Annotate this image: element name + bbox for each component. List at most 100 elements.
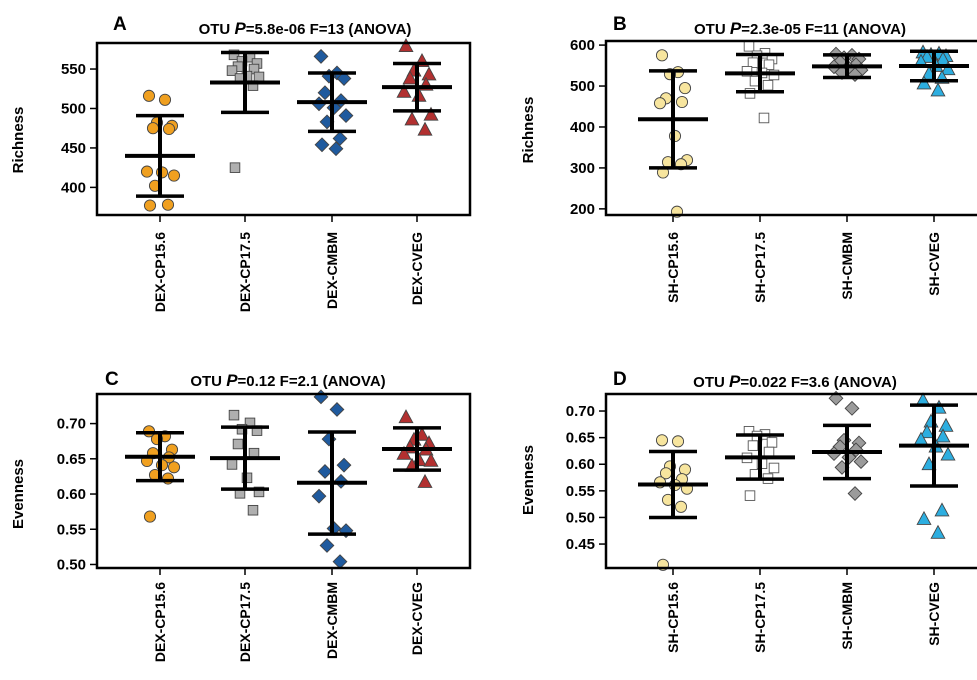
- data-point: [332, 554, 348, 570]
- data-point: [143, 199, 157, 212]
- panel-d-mean-sd-bar-2: [812, 423, 882, 481]
- panel-c-mean-sd-bar-2: [297, 430, 367, 536]
- panel-c-y-tick-label: 0.50: [57, 556, 86, 573]
- data-point: [417, 473, 433, 488]
- data-point: [140, 165, 154, 178]
- panel-d-mean-sd-bar-1: [725, 433, 795, 481]
- data-point: [332, 131, 348, 146]
- data-point: [747, 440, 759, 451]
- data-point: [655, 49, 669, 62]
- panel-c-category-label: DEX-CVEG: [409, 582, 425, 655]
- panel-c-y-tick-label: 0.60: [57, 486, 86, 503]
- data-point: [253, 71, 265, 83]
- data-point: [930, 82, 946, 97]
- panel-b-category-label: SH-CP15.6: [665, 232, 681, 303]
- data-point: [758, 112, 770, 124]
- panel-b-y-tick-label: 500: [570, 78, 595, 95]
- data-point: [161, 472, 175, 485]
- panel-a-y-tick-label: 400: [61, 179, 86, 196]
- panel-d-letter: D: [613, 369, 627, 390]
- panel-a-y-tick-label: 550: [61, 61, 86, 78]
- data-point: [161, 198, 175, 211]
- panel-d-mean-sd-bar-3: [899, 403, 969, 488]
- data-point: [232, 438, 244, 450]
- panel-c: C OTU P=0.12 F=2.1 (ANOVA) Evenness 0.50…: [10, 369, 472, 662]
- data-point: [229, 162, 241, 173]
- data-point: [423, 452, 439, 467]
- panel-d-category-label: SH-CP17.5: [752, 582, 768, 653]
- data-point: [328, 141, 344, 157]
- panel-a-mean-sd-bar-2: [297, 71, 367, 134]
- panel-c-y-tick-label: 0.55: [57, 521, 86, 538]
- data-point: [916, 510, 932, 525]
- panel-b-plot-area: [638, 41, 969, 218]
- data-point: [762, 79, 774, 91]
- data-point: [828, 390, 844, 406]
- data-point: [336, 457, 352, 473]
- panel-d-mean-sd-bar-0: [638, 449, 708, 520]
- panel-c-mean-sd-bar-3: [382, 426, 452, 472]
- panel-a-category-label: DEX-CP15.6: [152, 232, 168, 312]
- panel-b-y-tick-label: 300: [570, 160, 595, 177]
- data-point: [744, 490, 756, 501]
- data-point: [317, 85, 333, 101]
- data-point: [336, 71, 352, 86]
- panel-a-letter: A: [113, 14, 127, 35]
- data-point: [938, 417, 954, 432]
- panel-b-category-label: SH-CVEG: [926, 232, 942, 296]
- panel-b-y-tick-label: 200: [570, 201, 595, 218]
- data-point: [317, 464, 333, 479]
- panel-c-category-label: DEX-CP15.6: [152, 582, 168, 662]
- panel-b-category-label: SH-CP17.5: [752, 232, 768, 303]
- panel-d-category-label: SH-CP15.6: [665, 582, 681, 653]
- data-point: [253, 486, 265, 498]
- panel-a-plot-area: [125, 38, 452, 212]
- panel-a-category-label: DEX-CP17.5: [237, 232, 253, 312]
- panel-b-y-tick-label: 400: [570, 119, 595, 136]
- panel-b-y-axis-title: Richness: [520, 97, 537, 164]
- data-point: [916, 75, 932, 90]
- panel-c-category-label: DEX-CMBM: [324, 582, 340, 659]
- data-point: [228, 409, 240, 421]
- data-point: [338, 108, 354, 124]
- panel-b-title: OTU P=2.3e-05 F=11 (ANOVA): [694, 19, 906, 38]
- data-point: [940, 61, 956, 76]
- data-point: [143, 510, 157, 523]
- data-point: [655, 434, 669, 447]
- panel-d-y-tick-label: 0.55: [566, 483, 595, 500]
- data-point: [919, 424, 935, 439]
- data-point: [158, 93, 172, 106]
- data-point: [396, 445, 412, 460]
- data-point: [763, 59, 775, 70]
- data-point: [226, 65, 238, 76]
- data-point: [743, 41, 755, 52]
- panel-d: D OTU P=0.022 F=3.6 (ANOVA) Evenness 0.4…: [520, 369, 977, 653]
- panel-d-y-tick-label: 0.45: [566, 536, 595, 553]
- panel-b-category-label: SH-CMBM: [839, 232, 855, 300]
- data-point: [404, 111, 420, 126]
- data-point: [766, 437, 778, 448]
- panel-a-category-label: DEX-CMBM: [324, 232, 340, 309]
- panel-a-mean-sd-bar-1: [210, 50, 280, 115]
- panel-b-plot-frame: [604, 39, 977, 217]
- data-point: [674, 500, 688, 513]
- data-point: [934, 502, 950, 517]
- panel-d-title: OTU P=0.022 F=3.6 (ANOVA): [693, 372, 897, 391]
- panel-c-mean-sd-bar-0: [125, 430, 195, 483]
- panel-a-mean-sd-bar-3: [382, 61, 452, 113]
- data-point: [930, 524, 946, 539]
- data-point: [311, 488, 327, 504]
- panel-b-letter: B: [613, 14, 627, 35]
- data-point: [853, 454, 869, 470]
- panel-d-y-tick-label: 0.50: [566, 509, 595, 526]
- data-point: [313, 48, 329, 64]
- panel-c-mean-sd-bar-1: [210, 425, 280, 491]
- panel-b-mean-sd-bar-3: [899, 49, 969, 83]
- panel-d-y-axis-title: Evenness: [520, 445, 537, 515]
- data-point: [167, 169, 181, 182]
- data-point: [247, 504, 259, 516]
- panel-d-plot-area: [638, 390, 969, 571]
- panel-d-category-label: SH-CVEG: [926, 582, 942, 646]
- data-point: [228, 49, 240, 61]
- data-point: [142, 89, 156, 102]
